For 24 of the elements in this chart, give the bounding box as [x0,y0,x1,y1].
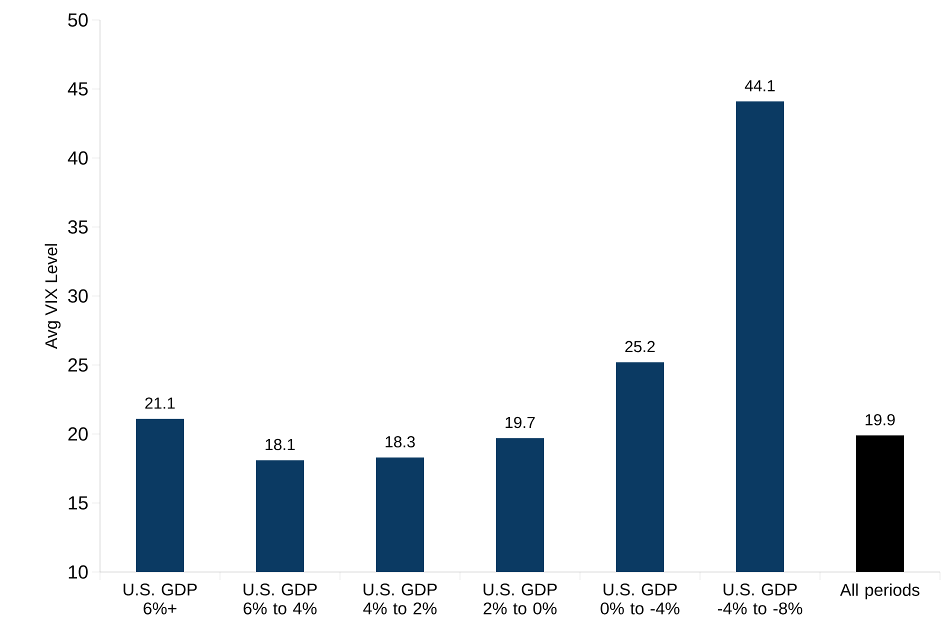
data-label: 21.1 [145,398,175,409]
data-label: 18.1 [266,438,295,450]
data-label: 25.2 [625,340,655,352]
x-tick-label: U.S. GDP -4% to -8% [718,584,802,614]
data-label: 19.7 [506,416,535,428]
x-tick-label: U.S. GDP 4% to 2% [363,584,437,614]
x-tick-label: U.S. GDP 0% to -4% [600,584,680,614]
y-tick-label: 35 [68,220,88,234]
y-tick-label: 15 [68,496,88,510]
x-tick-label: U.S. GDP 6% to 4% [244,584,317,614]
y-tick-label: 10 [68,565,88,579]
x-tick-label: U.S. GDP 6%+ [124,584,197,614]
x-tick-label: U.S. GDP 2% to 0% [484,584,557,614]
y-tick-label: 20 [68,427,88,441]
y-axis-title: Avg VIX Level [44,244,61,350]
data-label: 19.9 [866,414,895,426]
y-tick-label: 30 [68,289,88,303]
x-tick-label: All periods [840,584,920,600]
data-label: 18.3 [386,436,415,448]
data-label: 44.1 [744,80,775,92]
y-tick-label: 45 [68,82,88,96]
y-tick-label: 25 [68,358,88,372]
y-tick-label: 50 [68,13,88,27]
y-tick-label: 40 [68,151,88,165]
